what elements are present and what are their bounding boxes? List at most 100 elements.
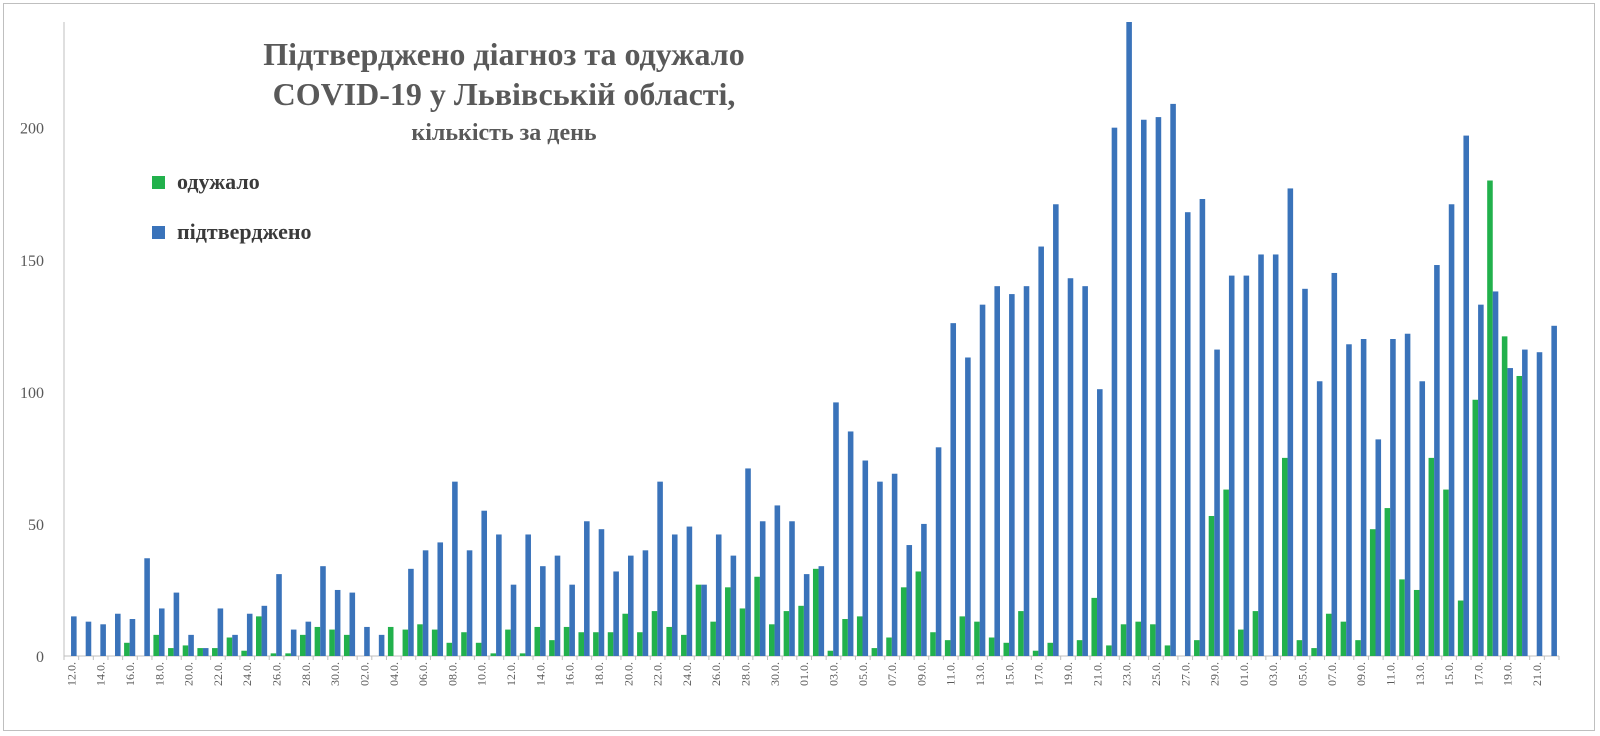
bar-confirmed	[1404, 333, 1411, 656]
bar-recovered	[827, 650, 834, 656]
bar-recovered	[212, 648, 218, 656]
bar-confirmed	[965, 357, 971, 656]
bar-recovered	[578, 632, 585, 656]
bar-recovered	[798, 605, 804, 656]
bar-recovered	[1120, 624, 1127, 656]
bar-confirmed	[745, 468, 751, 656]
bar-confirmed	[1316, 381, 1323, 656]
bar-recovered	[446, 642, 453, 656]
bar-recovered	[842, 619, 848, 656]
bar-confirmed	[276, 574, 282, 656]
x-tick-label: 22.0.	[651, 662, 665, 686]
bar-recovered	[549, 640, 555, 656]
x-tick-label: 11.0.	[944, 662, 958, 686]
bar-confirmed	[1375, 439, 1382, 656]
x-tick-label: 26.0.	[709, 662, 723, 686]
bar-recovered	[387, 626, 394, 656]
x-tick-label: 23.0.	[1120, 662, 1134, 686]
bar-recovered	[1399, 579, 1405, 656]
bar-confirmed	[85, 621, 92, 656]
bar-recovered	[1443, 489, 1449, 656]
x-tick-label: 04.0.	[387, 662, 401, 686]
bar-confirmed	[1053, 204, 1059, 656]
bar-recovered	[1472, 399, 1479, 656]
x-tick-label: 28.0.	[739, 662, 753, 686]
x-tick-label: 30.0.	[768, 662, 782, 686]
bar-confirmed	[1360, 339, 1367, 656]
x-tick-label: 14.0.	[94, 662, 108, 686]
bar-confirmed	[847, 431, 854, 656]
bar-confirmed	[466, 550, 473, 656]
bar-confirmed	[1184, 212, 1191, 656]
bar-confirmed	[217, 608, 224, 656]
bar-confirmed	[422, 550, 429, 656]
bar-recovered	[783, 611, 790, 656]
x-tick-label: 21.0.	[1530, 662, 1544, 686]
bar-confirmed	[1331, 272, 1338, 656]
x-tick-label: 24.0.	[240, 662, 254, 686]
bar-recovered	[168, 648, 174, 656]
bar-recovered	[959, 616, 966, 657]
bar-confirmed	[730, 555, 737, 656]
bar-confirmed	[657, 481, 663, 656]
x-tick-label: 19.0.	[1501, 662, 1515, 686]
bar-recovered	[299, 634, 306, 656]
bar-confirmed	[715, 534, 722, 656]
bar-confirmed	[950, 323, 957, 656]
bar-confirmed	[100, 624, 106, 656]
bar-recovered	[1032, 650, 1039, 656]
bar-recovered	[1208, 515, 1215, 656]
bar-confirmed	[877, 481, 883, 656]
chart-title: Підтверджено діагноз та одужало COVID-19…	[174, 34, 834, 150]
bar-confirmed	[188, 634, 194, 656]
bar-confirmed	[158, 608, 165, 656]
bar-recovered	[124, 642, 130, 656]
bar-recovered	[153, 634, 159, 656]
bar-recovered	[944, 640, 951, 656]
bar-recovered	[1516, 375, 1523, 656]
bar-confirmed	[1067, 278, 1074, 656]
bar-confirmed	[759, 521, 766, 656]
bar-recovered	[343, 634, 350, 656]
bar-recovered	[651, 611, 658, 656]
bar-recovered	[1487, 180, 1493, 656]
bar-confirmed	[1434, 265, 1440, 656]
bar-confirmed	[452, 481, 458, 656]
bar-confirmed	[686, 526, 693, 656]
bar-confirmed	[1009, 294, 1015, 656]
bar-confirmed	[378, 634, 385, 656]
x-tick-label: 26.0.	[270, 662, 284, 686]
bar-confirmed	[803, 574, 810, 656]
x-tick-label: 17.0.	[1032, 662, 1046, 686]
x-tick-label: 20.0.	[182, 662, 196, 686]
x-tick-label: 05.0.	[1296, 662, 1310, 686]
bar-recovered	[241, 650, 247, 656]
bar-confirmed	[569, 584, 575, 656]
bar-confirmed	[789, 521, 795, 656]
bar-recovered	[637, 632, 643, 656]
bar-recovered	[974, 621, 980, 656]
bar-confirmed	[1346, 344, 1352, 656]
bar-recovered	[988, 637, 995, 656]
bar-recovered	[1311, 648, 1317, 656]
bar-confirmed	[554, 555, 561, 656]
bar-recovered	[461, 632, 467, 656]
bar-recovered	[856, 616, 863, 657]
bar-recovered	[256, 616, 262, 657]
bar-recovered	[725, 587, 731, 656]
bar-recovered	[1296, 640, 1303, 656]
bar-recovered	[593, 632, 599, 656]
bar-confirmed	[496, 534, 502, 656]
x-tick-label: 01.0.	[1237, 662, 1251, 686]
bar-confirmed	[290, 629, 297, 656]
bar-recovered	[329, 629, 335, 656]
bar-recovered	[1194, 640, 1200, 656]
bar-confirmed	[1155, 117, 1162, 657]
bar-confirmed	[1419, 381, 1426, 656]
x-tick-label: 12.0.	[504, 662, 518, 686]
bar-confirmed	[1023, 286, 1030, 656]
bar-recovered	[1325, 613, 1332, 656]
bar-confirmed	[129, 619, 136, 656]
bar-confirmed	[994, 286, 1000, 656]
x-tick-label: 01.0.	[797, 662, 811, 686]
